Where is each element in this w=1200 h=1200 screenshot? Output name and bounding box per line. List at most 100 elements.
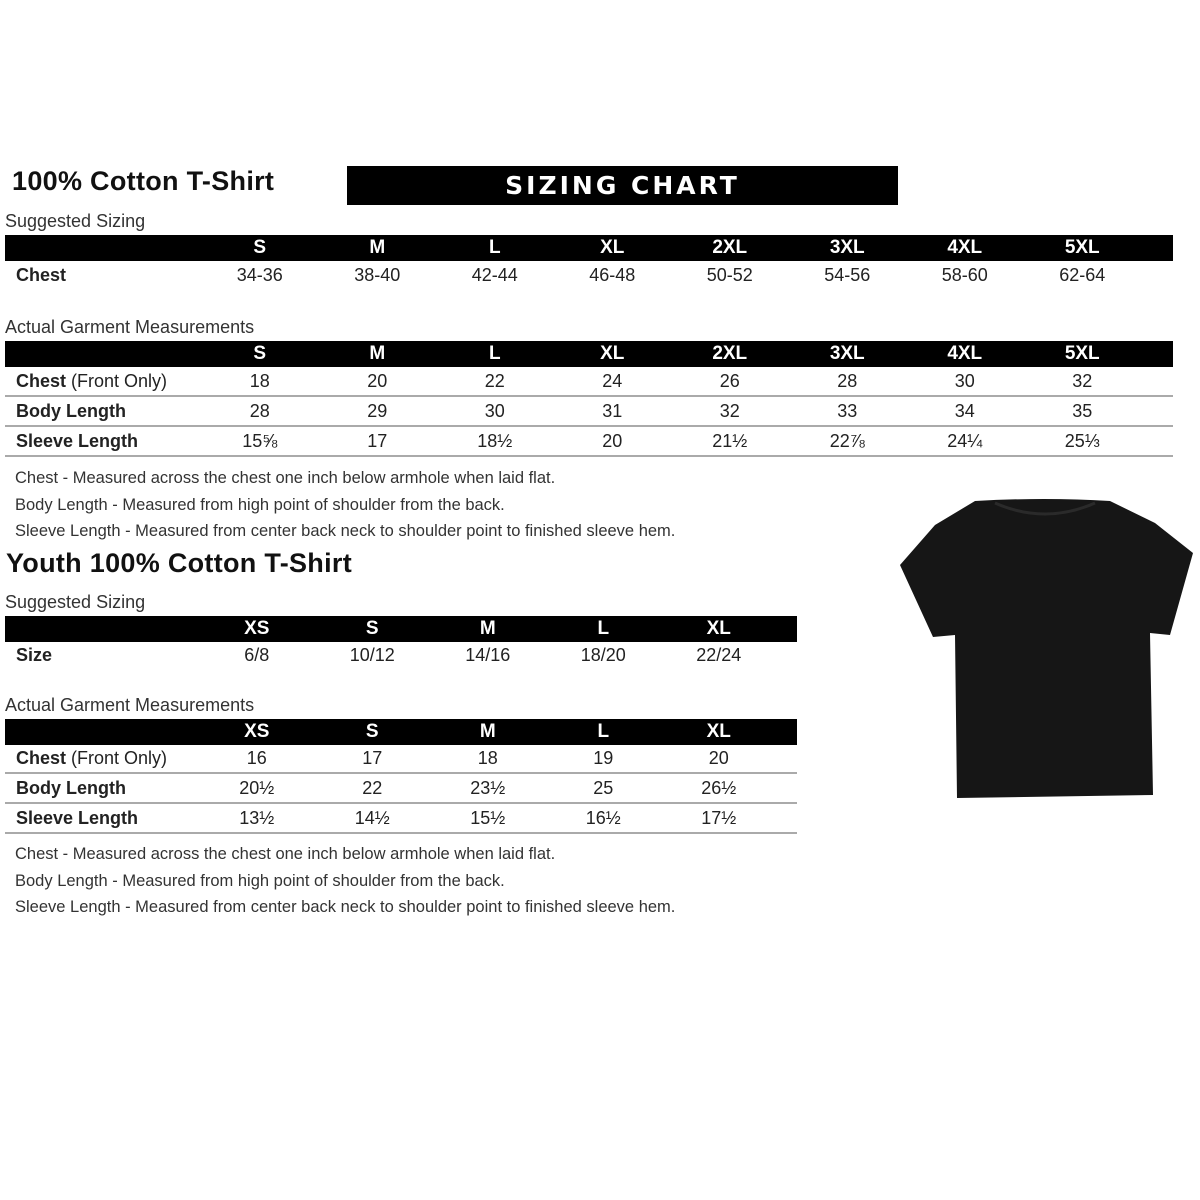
cell-value: 62-64 (1059, 264, 1106, 285)
table-row: Chest (Front Only) 18 20 22 24 26 28 30 32 (5, 367, 1173, 397)
cell-value: 22/24 (696, 644, 742, 665)
row-label: Sleeve Length (5, 808, 199, 829)
cell-value: 6/8 (244, 644, 270, 665)
cell-value: 17 (367, 430, 388, 451)
table-row: Body Length 20½ 22 23½ 25 26½ (5, 774, 797, 804)
note-chest: Chest - Measured across the chest one in… (15, 845, 556, 863)
youth-notes: Chest - Measured across the chest one in… (15, 841, 675, 921)
row-label-extra: (Front Only) (71, 747, 168, 768)
size-header: 3XL (829, 343, 865, 364)
cell-value: 20 (367, 370, 388, 391)
size-header: M (369, 237, 386, 258)
size-header: 4XL (947, 343, 983, 364)
note-body-length: Body Length - Measured from high point o… (15, 871, 505, 890)
cell-value: 17 (362, 747, 383, 768)
cell-value: 19 (593, 747, 614, 768)
size-header: S (253, 237, 267, 258)
adult-title: 100% Cotton T-Shirt (12, 166, 275, 196)
cell-value: 20½ (239, 777, 275, 798)
size-header: 2XL (712, 343, 748, 364)
row-label-text: Sleeve Length (16, 807, 139, 828)
cell-value: 14½ (354, 807, 390, 828)
cell-value: 24 (602, 370, 623, 391)
cell-value: 25 (593, 777, 614, 798)
cell-value: 16 (246, 747, 267, 768)
cell-value: 46-48 (589, 264, 636, 285)
row-label-text: Body Length (16, 400, 126, 421)
size-header: L (488, 343, 501, 364)
size-header: M (369, 343, 386, 364)
size-header: XL (706, 721, 731, 742)
table-row: Body Length 28 29 30 31 32 33 34 35 (5, 397, 1173, 427)
cell-value: 22 (362, 777, 383, 798)
cell-value: 30 (954, 370, 975, 391)
cell-value: 10/12 (349, 644, 395, 665)
size-header: S (365, 721, 379, 742)
adult-actual-label: Actual Garment Measurements (5, 317, 255, 337)
cell-value: 18 (477, 747, 498, 768)
cell-value: 25⅓ (1064, 430, 1100, 451)
cell-value: 16½ (585, 807, 621, 828)
row-label: Body Length (5, 778, 199, 799)
cell-value: 32 (1072, 370, 1093, 391)
row-label: Chest (5, 265, 201, 286)
cell-value: 38-40 (354, 264, 401, 285)
row-label-text: Body Length (16, 777, 126, 798)
cell-value: 34 (954, 400, 975, 421)
cell-value: 34-36 (236, 264, 283, 285)
cell-value: 58-60 (941, 264, 988, 285)
youth-suggested-label: Suggested Sizing (5, 592, 146, 612)
cell-value: 31 (602, 400, 623, 421)
row-label-text: Size (16, 644, 53, 665)
youth-title: Youth 100% Cotton T-Shirt (6, 548, 352, 578)
size-header: L (597, 721, 610, 742)
size-header: XL (706, 618, 731, 639)
row-label: Body Length (5, 401, 201, 422)
size-header: L (488, 237, 501, 258)
cell-value: 18 (249, 370, 270, 391)
table-row: Sleeve Length 13½ 14½ 15½ 16½ 17½ (5, 804, 797, 834)
cell-value: 33 (837, 400, 858, 421)
cell-value: 21½ (712, 430, 748, 451)
row-label: Sleeve Length (5, 431, 201, 452)
size-header: 5XL (1064, 237, 1100, 258)
row-label: Chest (Front Only) (5, 371, 201, 392)
size-header: XL (600, 237, 625, 258)
tshirt-shape (900, 499, 1193, 798)
tshirt-image (900, 499, 1193, 798)
cell-value: 15⅝ (242, 430, 278, 451)
size-header: 2XL (712, 237, 748, 258)
cell-value: 18/20 (580, 644, 626, 665)
cell-value: 20 (708, 747, 729, 768)
cell-value: 22 (484, 370, 505, 391)
size-header: 3XL (829, 237, 865, 258)
cell-value: 14/16 (465, 644, 511, 665)
cell-value: 29 (367, 400, 388, 421)
cell-value: 22⅞ (829, 430, 865, 451)
adult-notes: Chest - Measured across the chest one in… (15, 465, 675, 545)
row-label-text: Sleeve Length (16, 430, 139, 451)
cell-value: 28 (249, 400, 270, 421)
cell-value: 23½ (470, 777, 506, 798)
note-body-length: Body Length - Measured from high point o… (15, 495, 505, 514)
cell-value: 24¼ (947, 430, 983, 451)
cell-value: 50-52 (706, 264, 753, 285)
cell-value: 54-56 (824, 264, 871, 285)
row-label-text: Chest (16, 370, 67, 391)
cell-value: 35 (1072, 400, 1093, 421)
size-header: XS (244, 721, 270, 742)
size-header: S (365, 618, 379, 639)
cell-value: 30 (484, 400, 505, 421)
cell-value: 13½ (239, 807, 275, 828)
size-header: M (479, 618, 496, 639)
youth-actual-header: XS S M L XL (5, 719, 797, 745)
size-header: M (479, 721, 496, 742)
cell-value: 15½ (470, 807, 506, 828)
sizing-chart-banner: SIZING CHART (347, 166, 898, 205)
size-header: 5XL (1064, 343, 1100, 364)
adult-actual-header: S M L XL 2XL 3XL 4XL 5XL (5, 341, 1173, 367)
table-row: Sleeve Length 15⅝ 17 18½ 20 21½ 22⅞ 24¼ 25⅓ (5, 427, 1173, 457)
table-row: Chest 34-36 38-40 42-44 46-48 50-52 54-56 58-60… (5, 261, 1173, 289)
row-label-text: Chest (16, 264, 67, 285)
row-label: Chest (Front Only) (5, 748, 199, 769)
